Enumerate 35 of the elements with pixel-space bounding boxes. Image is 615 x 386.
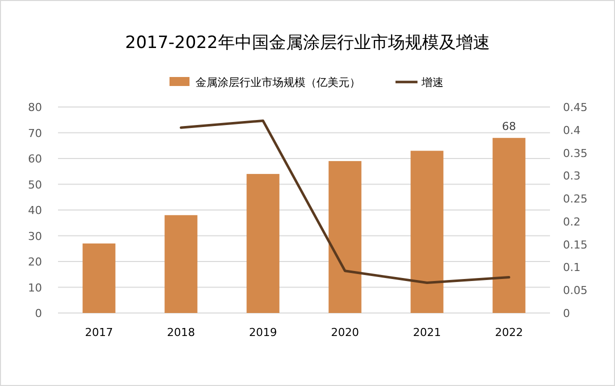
y-tick-label: 50 (28, 178, 42, 192)
y-tick-label: 80 (28, 101, 42, 114)
bar (492, 138, 526, 313)
y2-tick-label: 0.45 (563, 101, 588, 114)
y-tick-label: 70 (28, 126, 42, 140)
y-tick-label: 20 (28, 256, 42, 268)
x-tick-label: 2017 (85, 326, 113, 339)
legend-label: 金属涂层行业市场规模（亿美元） (196, 76, 360, 89)
y2-tick-label: 0 (563, 307, 570, 320)
x-tick-label: 2022 (495, 326, 523, 339)
y-tick-label: 0 (35, 307, 42, 320)
chart-title: 2017-2022年中国金属涂层行业市场规模及增速 (125, 33, 490, 53)
x-tick-label: 2019 (249, 326, 277, 339)
y2-tick-label: 0.1 (563, 261, 580, 274)
y2-tick-label: 0.3 (563, 170, 580, 183)
bar (246, 174, 280, 313)
bar (410, 150, 444, 313)
x-tick-label: 2021 (413, 326, 441, 339)
y-tick-label: 30 (28, 230, 42, 243)
y-tick-label: 10 (28, 281, 42, 294)
y2-tick-label: 0.15 (563, 238, 588, 252)
y2-tick-label: 0.2 (563, 215, 580, 228)
legend-label: 增速 (420, 76, 444, 89)
bar (82, 243, 116, 313)
bar (328, 161, 362, 313)
x-tick-label: 2020 (331, 326, 359, 339)
y-tick-label: 60 (28, 152, 42, 166)
bar (164, 215, 198, 313)
x-tick-label: 2018 (167, 326, 195, 339)
y2-tick-label: 0.25 (563, 192, 588, 206)
y2-tick-label: 0.35 (563, 146, 588, 160)
y2-tick-label: 0.05 (563, 284, 588, 298)
y2-tick-label: 0.4 (563, 124, 580, 137)
y-tick-label: 40 (28, 204, 42, 217)
data-label: 68 (502, 120, 516, 133)
